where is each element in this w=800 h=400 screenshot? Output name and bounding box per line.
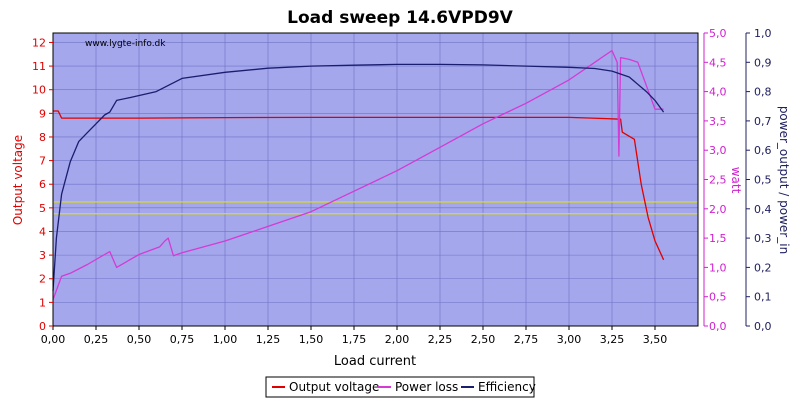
y-right-efficiency-tick-label: 0,7 — [754, 115, 772, 128]
x-tick-label: 2,50 — [471, 333, 496, 346]
y-left-tick-label: 6 — [39, 178, 46, 191]
y-right-efficiency-tick-label: 0,1 — [754, 291, 772, 304]
chart-title: Load sweep 14.6VPD9V — [287, 8, 514, 28]
x-tick-label: 0,25 — [84, 333, 109, 346]
legend-label-efficiency: Efficiency — [478, 380, 536, 394]
y-left-tick-label: 12 — [32, 36, 46, 49]
x-tick-label: 0,50 — [127, 333, 152, 346]
x-tick-label: 3,00 — [557, 333, 582, 346]
x-tick-label: 1,00 — [213, 333, 238, 346]
y-axis-left-label: Output voltage — [11, 135, 25, 225]
y-right-watt-tick-label: 1,5 — [709, 232, 727, 245]
y-right-watt-tick-label: 0,0 — [709, 320, 727, 333]
watermark-text: www.lygte-info.dk — [85, 39, 166, 49]
y-left-tick-label: 0 — [39, 320, 46, 333]
y-right-efficiency-tick-label: 0,4 — [754, 203, 772, 216]
x-axis-label: Load current — [334, 354, 416, 369]
y-right-efficiency-tick-label: 0,5 — [754, 174, 772, 187]
x-tick-label: 1,50 — [299, 333, 324, 346]
plot-area — [53, 33, 698, 326]
y-left-tick-label: 5 — [39, 202, 46, 215]
legend: Output voltage Power loss Efficiency — [265, 376, 536, 398]
y-left-tick-label: 2 — [39, 273, 46, 286]
y-left-tick-label: 9 — [39, 107, 46, 120]
y-right-watt-tick-label: 0,5 — [709, 291, 727, 304]
y-right-efficiency-tick-label: 1,0 — [754, 27, 772, 40]
y-right-efficiency-tick-label: 0,2 — [754, 261, 772, 274]
series-layer — [52, 49, 665, 300]
legend-label-output-voltage: Output voltage — [289, 380, 379, 394]
y-right-efficiency-tick-label: 0,0 — [754, 320, 772, 333]
x-tick-label: 0,00 — [41, 333, 66, 346]
y-right-watt-tick-label: 4,0 — [709, 86, 727, 99]
series-line-efficiency — [52, 63, 665, 291]
x-tick-label: 3,50 — [643, 333, 668, 346]
x-tick-label: 1,25 — [256, 333, 281, 346]
reference-lines — [53, 201, 698, 215]
x-tick-label: 2,25 — [428, 333, 453, 346]
y-left-tick-label: 3 — [39, 249, 46, 262]
x-tick-label: 2,75 — [514, 333, 539, 346]
y-right-efficiency-tick-label: 0,6 — [754, 144, 772, 157]
y-axis-right-watt-label: watt — [729, 167, 743, 194]
x-tick-label: 2,00 — [385, 333, 410, 346]
y-right-watt-tick-label: 2,0 — [709, 203, 727, 216]
y-left-tick-label: 8 — [39, 131, 46, 144]
legend-box — [265, 376, 535, 398]
series-line-output-voltage — [53, 110, 665, 261]
y-left-tick-label: 1 — [39, 296, 46, 309]
y-right-watt-tick-label: 2,5 — [709, 174, 727, 187]
y-axis-right-efficiency-label: power_output / power_in — [777, 106, 791, 254]
y-left-tick-label: 7 — [39, 155, 46, 168]
grid-lines — [52, 33, 698, 327]
y-right-efficiency-tick-label: 0,8 — [754, 86, 772, 99]
plot-border — [52, 32, 699, 327]
series-line-power-loss — [52, 49, 664, 300]
y-left-tick-label: 10 — [32, 84, 46, 97]
x-tick-label: 1,75 — [342, 333, 367, 346]
y-right-watt-tick-label: 3,0 — [709, 144, 727, 157]
y-right-watt-tick-label: 1,0 — [709, 261, 727, 274]
y-left-tick-label: 11 — [32, 60, 46, 73]
x-tick-label: 0,75 — [170, 333, 195, 346]
y-right-watt-tick-label: 5,0 — [709, 27, 727, 40]
y-right-watt-tick-label: 4,5 — [709, 56, 727, 69]
y-right-efficiency-tick-label: 0,9 — [754, 56, 772, 69]
y-left-tick-label: 4 — [39, 225, 46, 238]
x-tick-label: 3,25 — [600, 333, 625, 346]
axes-layer: 0,00 0,25 0,50 0,75 1,00 1,25 1,50 1,75 2,00 2,25… — [32, 27, 772, 346]
y-right-watt-tick-label: 3,5 — [709, 115, 727, 128]
legend-label-power-loss: Power loss — [395, 380, 458, 394]
y-right-efficiency-tick-label: 0,3 — [754, 232, 772, 245]
